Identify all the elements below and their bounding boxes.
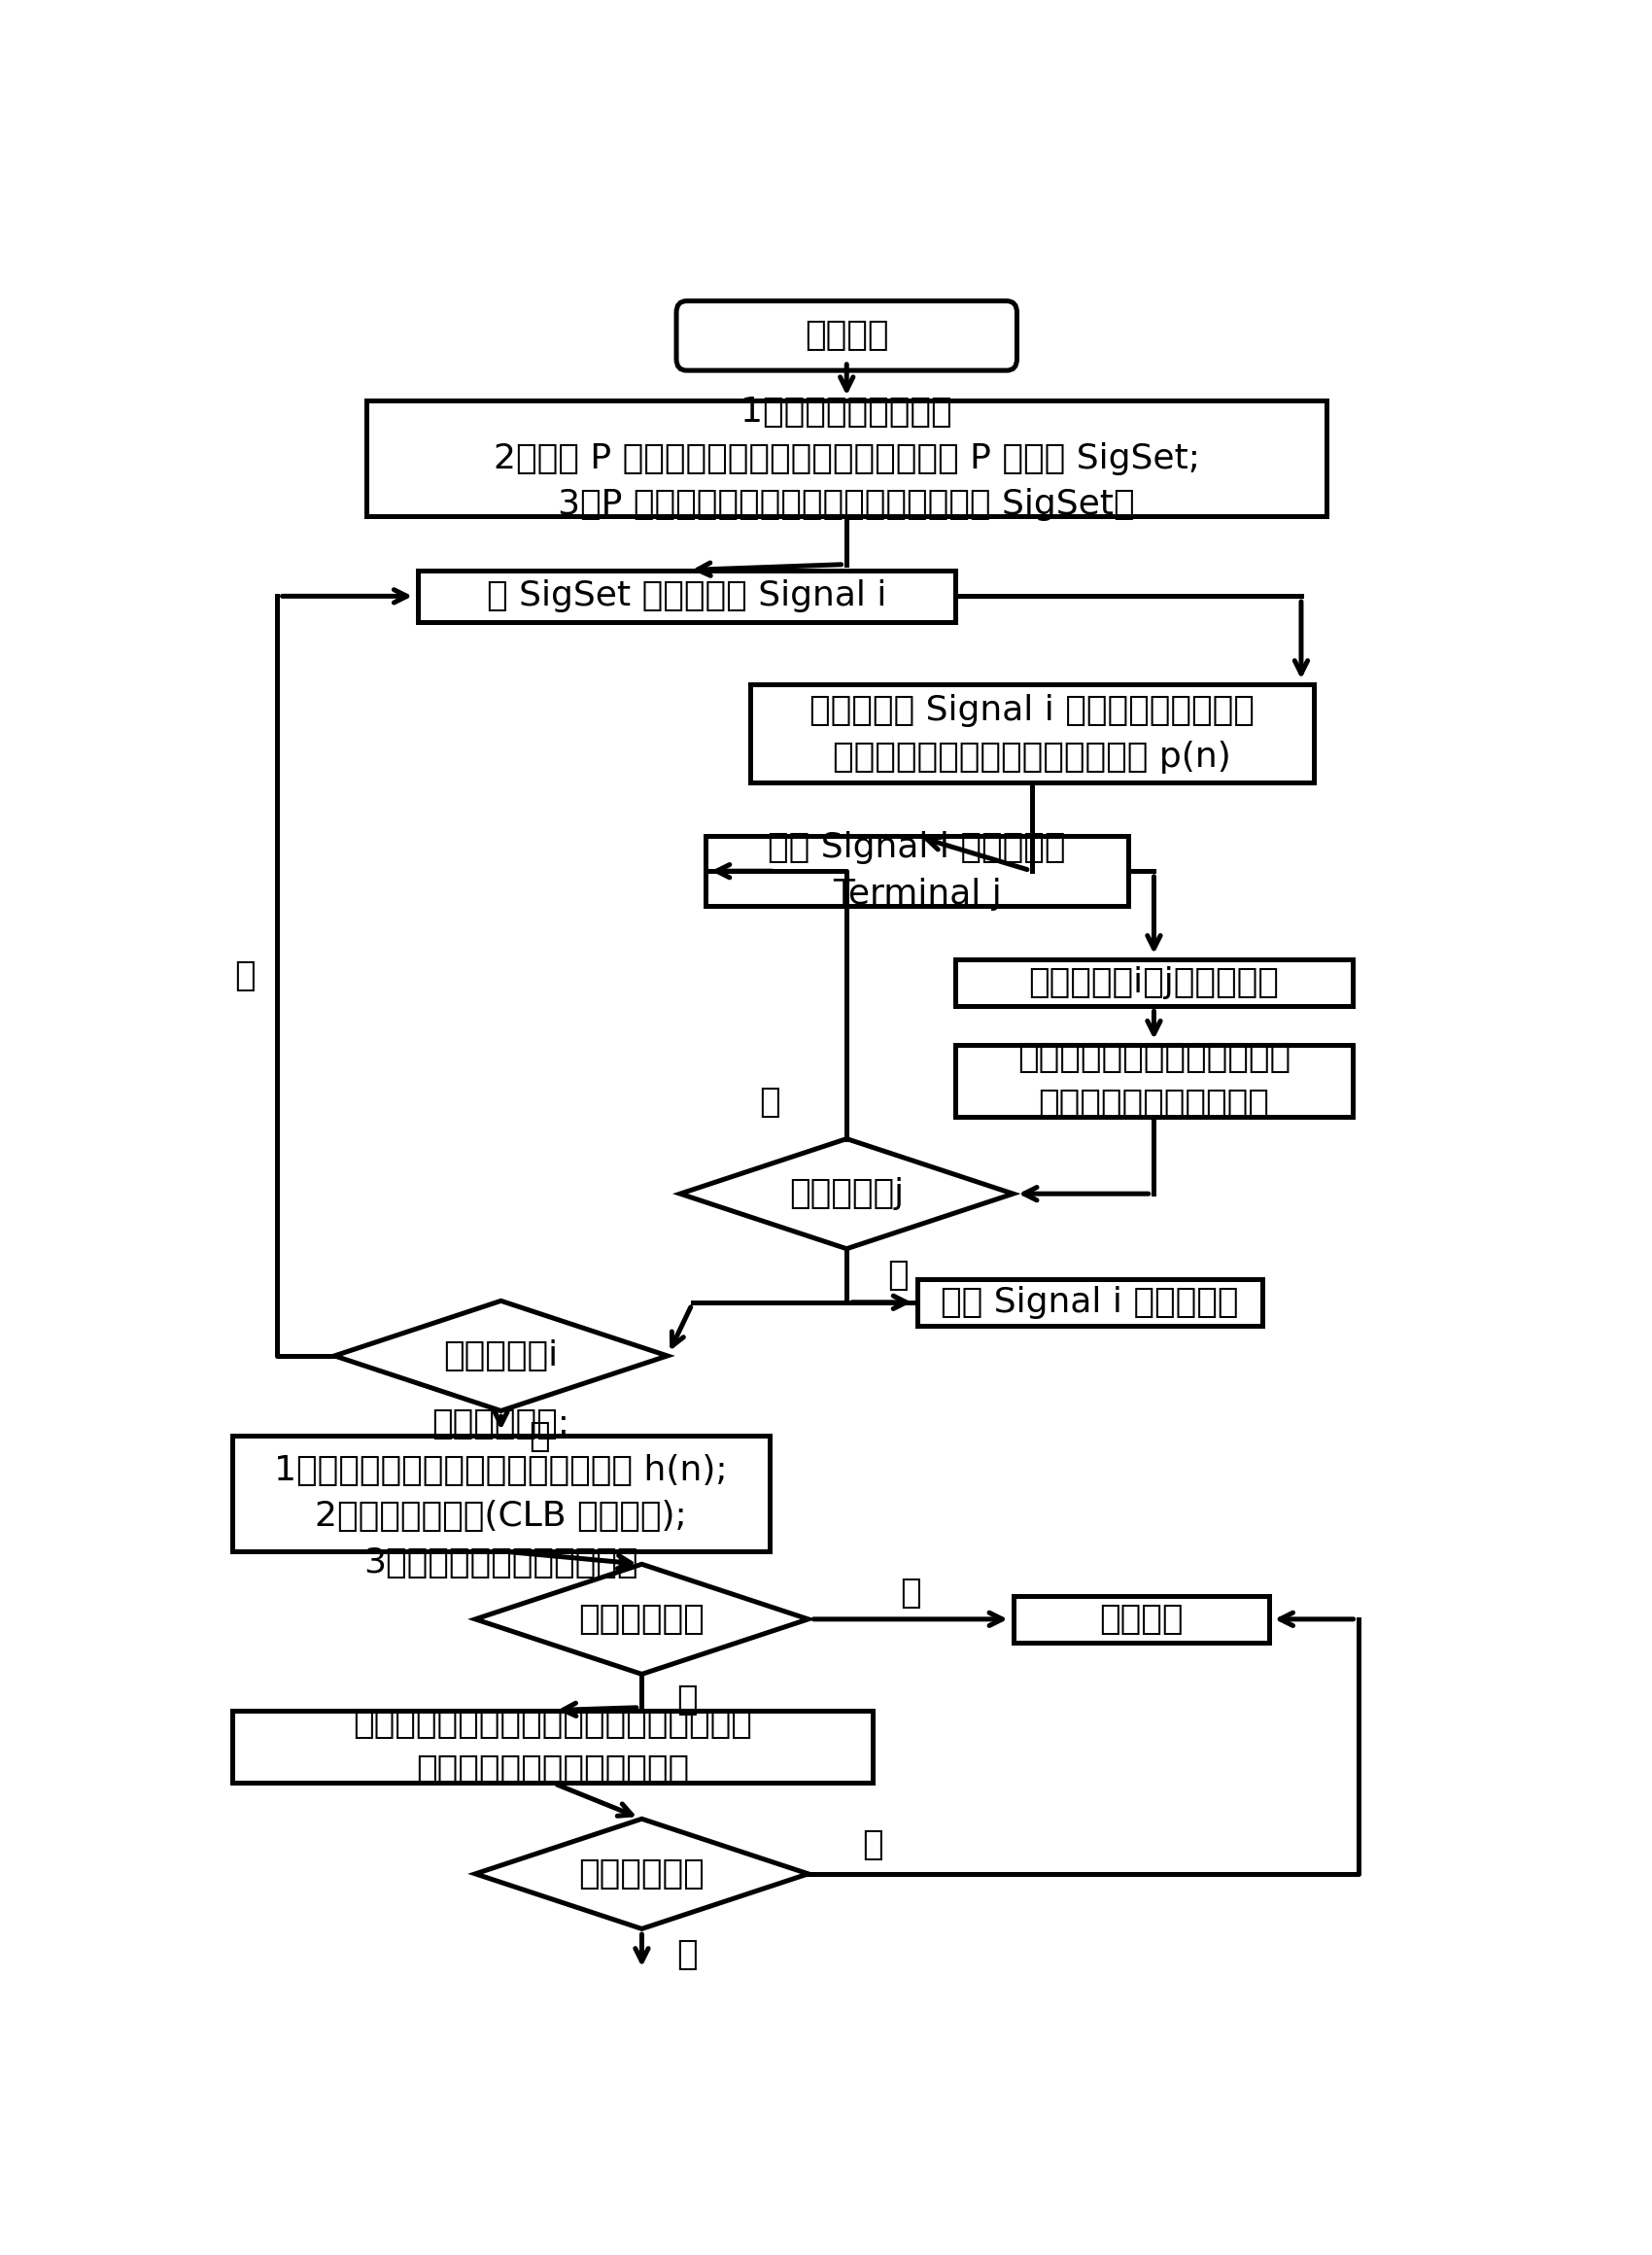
Text: 布线开始: 布线开始: [805, 320, 889, 352]
Bar: [418, 571, 955, 622]
Text: 布线结束: 布线结束: [1099, 1603, 1183, 1635]
Polygon shape: [476, 1565, 808, 1673]
Text: 否: 否: [529, 1421, 550, 1454]
Text: 对于 Signal i 每一个漏端
Terminal j: 对于 Signal i 每一个漏端 Terminal j: [768, 832, 1066, 911]
Text: 互斥区：将 Signal i 布好的线都拆掉，释
放掉占用的资源，更新当前拥挤度 p(n): 互斥区：将 Signal i 布好的线都拆掉，释 放掉占用的资源，更新当前拥挤度…: [809, 695, 1256, 773]
Text: 否: 否: [887, 1258, 909, 1292]
Text: 存在下一个j: 存在下一个j: [790, 1177, 904, 1211]
Polygon shape: [334, 1301, 667, 1412]
Text: 由主线程执行:
1、更新布线树占用结点的历史拥挤度 h(n);
2、保存布线结果(CLB 占用引脚);
3、时序分析，更新关键度。: 由主线程执行: 1、更新布线树占用结点的历史拥挤度 h(n); 2、保存布线结果…: [274, 1407, 727, 1578]
Text: 求在资源图i到j的最短路径: 求在资源图i到j的最短路径: [1029, 965, 1279, 999]
Text: 1、初始化数据结构；
2、创建 P 个线程。将电路所有信号均匀分配给 P 个线程 SigSet;
3、P 个线程并发执行，每个线程处理各自的 SigSet。: 1、初始化数据结构； 2、创建 P 个线程。将电路所有信号均匀分配给 P 个线程…: [494, 397, 1199, 521]
Text: 保存 Signal i 的布线轨迹: 保存 Signal i 的布线轨迹: [942, 1285, 1239, 1319]
FancyBboxPatch shape: [676, 300, 1018, 370]
Text: 互斥区：根据最短路径，更新
路径上结点的当前拥挤度: 互斥区：根据最短路径，更新 路径上结点的当前拥挤度: [1018, 1042, 1290, 1121]
Bar: [917, 1279, 1262, 1326]
Text: 查找出所有拥挤的信号，加大拥挤惩罚度，
对拥挤的信号逐个拆线重布线: 查找出所有拥挤的信号，加大拥挤惩罚度， 对拥挤的信号逐个拆线重布线: [352, 1707, 752, 1786]
Text: 是: 是: [676, 1684, 697, 1716]
Text: 是: 是: [235, 958, 256, 992]
Text: 存在下一个i: 存在下一个i: [444, 1339, 558, 1373]
Polygon shape: [681, 1139, 1013, 1249]
Text: 否: 否: [900, 1576, 922, 1610]
Bar: [1013, 1597, 1269, 1642]
Bar: [367, 401, 1327, 516]
Text: 否: 否: [862, 1829, 882, 1860]
Bar: [705, 837, 1128, 907]
Text: 是否存在拥挤: 是否存在拥挤: [578, 1603, 705, 1635]
Text: 对 SigSet 中每个信号 Signal i: 对 SigSet 中每个信号 Signal i: [487, 580, 887, 613]
Bar: [955, 958, 1353, 1006]
Bar: [231, 1709, 872, 1784]
Bar: [231, 1436, 770, 1551]
Polygon shape: [476, 1820, 808, 1928]
Text: 是: 是: [676, 1939, 697, 1971]
Text: 是: 是: [760, 1087, 780, 1118]
Text: 是否存在拥挤: 是否存在拥挤: [578, 1858, 705, 1890]
Bar: [750, 686, 1313, 782]
Bar: [955, 1044, 1353, 1116]
